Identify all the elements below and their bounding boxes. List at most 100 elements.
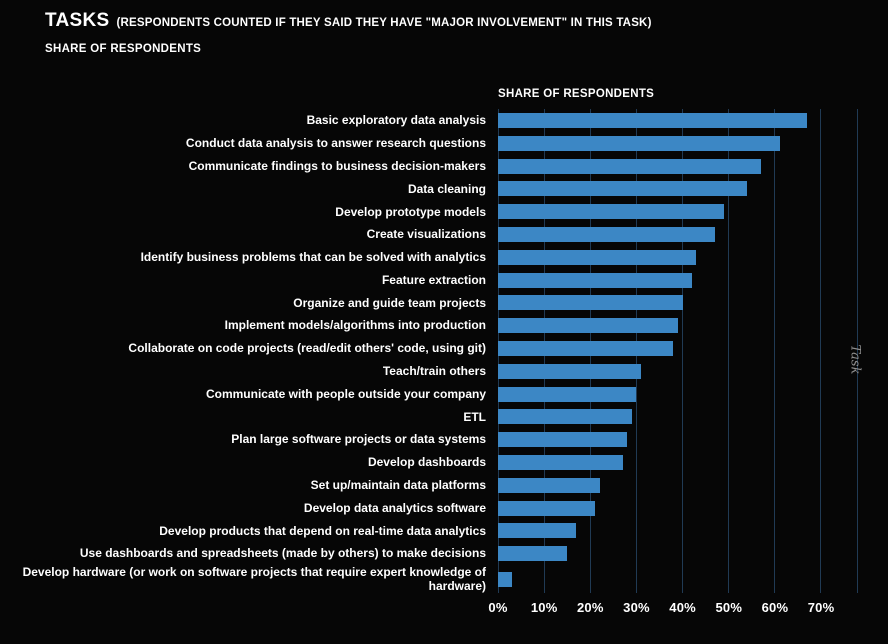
bar <box>498 272 692 288</box>
bar <box>498 386 637 402</box>
bar <box>498 135 780 151</box>
bar <box>498 204 725 220</box>
bar-cell <box>498 383 858 406</box>
bar-row: Conduct data analysis to answer research… <box>0 132 858 155</box>
bar-row: Identify business problems that can be s… <box>0 246 858 269</box>
bar-cell <box>498 223 858 246</box>
bar-cell <box>498 568 858 591</box>
bar <box>498 363 642 379</box>
gridline <box>820 109 822 594</box>
category-label: Implement models/algorithms into product… <box>224 318 486 333</box>
bar-cell <box>498 360 858 383</box>
category-label: Develop dashboards <box>367 455 486 470</box>
bar-cell <box>498 269 858 292</box>
bar-row: Set up/maintain data platforms <box>0 474 858 497</box>
bar <box>498 523 577 539</box>
bar <box>498 571 512 587</box>
title-line: TASKS (RESPONDENTS COUNTED IF THEY SAID … <box>45 10 858 32</box>
x-tick-label: 40% <box>669 600 696 616</box>
category-label: Develop hardware (or work on software pr… <box>22 564 486 594</box>
category-label: Communicate with people outside your com… <box>205 386 486 401</box>
category-label: Use dashboards and spreadsheets (made by… <box>79 546 486 561</box>
x-tick-label: 0% <box>488 600 508 616</box>
bar <box>498 432 628 448</box>
category-label: Collaborate on code projects (read/edit … <box>128 341 486 356</box>
bar-row: Basic exploratory data analysis <box>0 109 858 132</box>
bar <box>498 318 678 334</box>
category-label: Basic exploratory data analysis <box>306 113 486 128</box>
category-label: Feature extraction <box>381 272 486 287</box>
bar <box>498 158 762 174</box>
bar <box>498 113 808 128</box>
bar-row: Data cleaning <box>0 177 858 200</box>
x-axis: 0% 10% 20% 30% 40% 50% 60% 70% <box>488 598 858 624</box>
bar-cell <box>498 314 858 337</box>
bar-cell <box>498 177 858 200</box>
bar <box>498 226 715 242</box>
bar-row: Develop dashboards <box>0 451 858 474</box>
category-label: Conduct data analysis to answer research… <box>185 136 486 151</box>
bar-cell <box>498 109 858 132</box>
bar-cell <box>498 519 858 542</box>
category-label: Develop data analytics software <box>303 500 486 515</box>
bar <box>498 249 697 265</box>
bar-cell <box>498 246 858 269</box>
bar-chart: SHARE OF RESPONDENTS Basic exploratory d… <box>0 88 858 624</box>
bar-cell <box>498 155 858 178</box>
bar <box>498 454 623 470</box>
category-label: Create visualizations <box>366 227 486 242</box>
bar <box>498 295 683 311</box>
page-subtitle: SHARE OF RESPONDENTS <box>45 43 202 55</box>
bar-row: Develop data analytics software <box>0 497 858 520</box>
category-label: Teach/train others <box>382 364 486 379</box>
category-label: ETL <box>463 409 486 424</box>
chart-title: SHARE OF RESPONDENTS <box>498 88 655 100</box>
bar-cell <box>498 474 858 497</box>
category-label: Develop prototype models <box>335 204 486 219</box>
bar-row: Develop prototype models <box>0 200 858 223</box>
bar-row: Collaborate on code projects (read/edit … <box>0 337 858 360</box>
page-title: TASKS <box>45 10 110 31</box>
bar-cell <box>498 200 858 223</box>
x-tick-label: 60% <box>761 600 789 616</box>
gridline <box>728 109 730 594</box>
bar-row: Use dashboards and spreadsheets (made by… <box>0 542 858 565</box>
bar-row: Develop products that depend on real-tim… <box>0 519 858 542</box>
bar-row: Communicate with people outside your com… <box>0 383 858 406</box>
bar-row: Plan large software projects or data sys… <box>0 428 858 451</box>
bar <box>498 546 568 562</box>
bar-cell <box>498 542 858 565</box>
bar <box>498 477 600 493</box>
bar-row: Organize and guide team projects <box>0 291 858 314</box>
category-label: Organize and guide team projects <box>293 295 486 310</box>
x-tick-label: 30% <box>623 600 650 616</box>
bar-cell <box>498 337 858 360</box>
category-label: Set up/maintain data platforms <box>310 478 486 493</box>
x-tick-label: 20% <box>576 600 604 616</box>
gridline <box>682 109 684 594</box>
bar-row: Teach/train others <box>0 360 858 383</box>
x-tick-label: 50% <box>715 600 743 616</box>
bar-row: Develop hardware (or work on software pr… <box>0 565 858 593</box>
bar-row: Implement models/algorithms into product… <box>0 314 858 337</box>
page-title-suffix: (RESPONDENTS COUNTED IF THEY SAID THEY H… <box>116 17 652 29</box>
category-label: Data cleaning <box>407 181 486 196</box>
bar-row: Feature extraction <box>0 269 858 292</box>
bar-cell <box>498 451 858 474</box>
category-label: Identify business problems that can be s… <box>140 250 486 265</box>
page-header: TASKS (RESPONDENTS COUNTED IF THEY SAID … <box>45 10 858 55</box>
bar <box>498 500 595 516</box>
chart-body: Basic exploratory data analysis Conduct d… <box>0 109 858 594</box>
bar-row: Create visualizations <box>0 223 858 246</box>
bar-row: ETL <box>0 405 858 428</box>
bar-cell <box>498 291 858 314</box>
gridline <box>774 109 776 594</box>
bar <box>498 340 674 356</box>
bar <box>498 181 748 197</box>
bar-cell <box>498 405 858 428</box>
category-label: Communicate findings to business decisio… <box>188 158 486 173</box>
bar-row: Communicate findings to business decisio… <box>0 155 858 178</box>
bar-cell <box>498 428 858 451</box>
bar <box>498 409 632 425</box>
